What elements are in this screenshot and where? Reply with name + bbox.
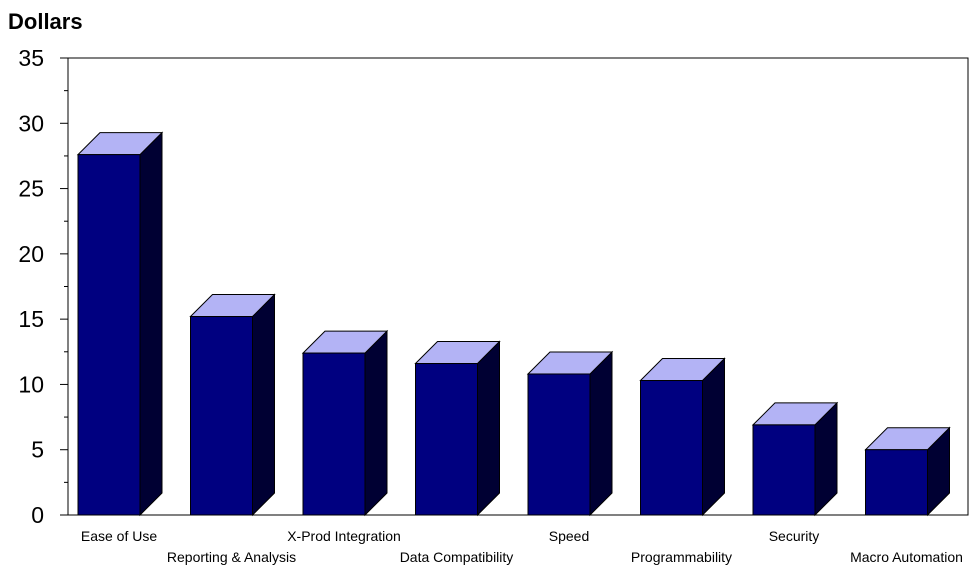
bar (526, 350, 614, 517)
bar-side (364, 329, 388, 517)
bar-front (77, 154, 141, 516)
x-tick-label: Ease of Use (81, 528, 157, 544)
bar-side (139, 131, 163, 517)
y-tick-label: 30 (18, 110, 44, 136)
bar-side (477, 340, 500, 517)
bar-front (865, 449, 928, 516)
y-tick-label: 35 (18, 45, 44, 71)
x-tick-label: Speed (549, 528, 589, 544)
bar (76, 131, 164, 517)
x-tick-label: X-Prod Integration (287, 528, 401, 544)
x-axis-labels: Ease of Use Reporting & Analysis X-Prod In… (81, 528, 963, 565)
bar-front (415, 363, 478, 516)
x-tick-label: Security (769, 528, 820, 544)
y-tick-label: 25 (18, 176, 44, 202)
y-axis-label: Dollars (8, 9, 83, 34)
x-tick-label: Programmability (631, 549, 732, 565)
bar (414, 340, 501, 517)
x-tick-label: Reporting & Analysis (167, 549, 296, 565)
y-tick-label: 5 (31, 437, 44, 463)
y-tick-label: 20 (18, 241, 44, 267)
bar (639, 357, 726, 517)
bar-front (527, 373, 591, 516)
bar-side (252, 293, 275, 517)
bar-front (640, 380, 703, 516)
x-tick-label: Macro Automation (850, 549, 963, 565)
bar-side (589, 350, 613, 517)
bar (751, 401, 839, 517)
bar-front (302, 352, 366, 516)
bars (76, 131, 951, 517)
bar-side (702, 357, 725, 517)
bar (189, 293, 276, 517)
bar-front (752, 424, 816, 516)
y-tick-label: 15 (18, 306, 44, 332)
y-tick-label: 10 (18, 371, 44, 397)
x-tick-label: Data Compatibility (400, 549, 514, 565)
y-tick-label: 0 (31, 502, 44, 528)
y-axis-ticks: 0 5 10 15 20 25 30 35 (18, 45, 68, 528)
bar (301, 329, 389, 517)
bar (864, 426, 951, 517)
bar-front (190, 316, 253, 516)
